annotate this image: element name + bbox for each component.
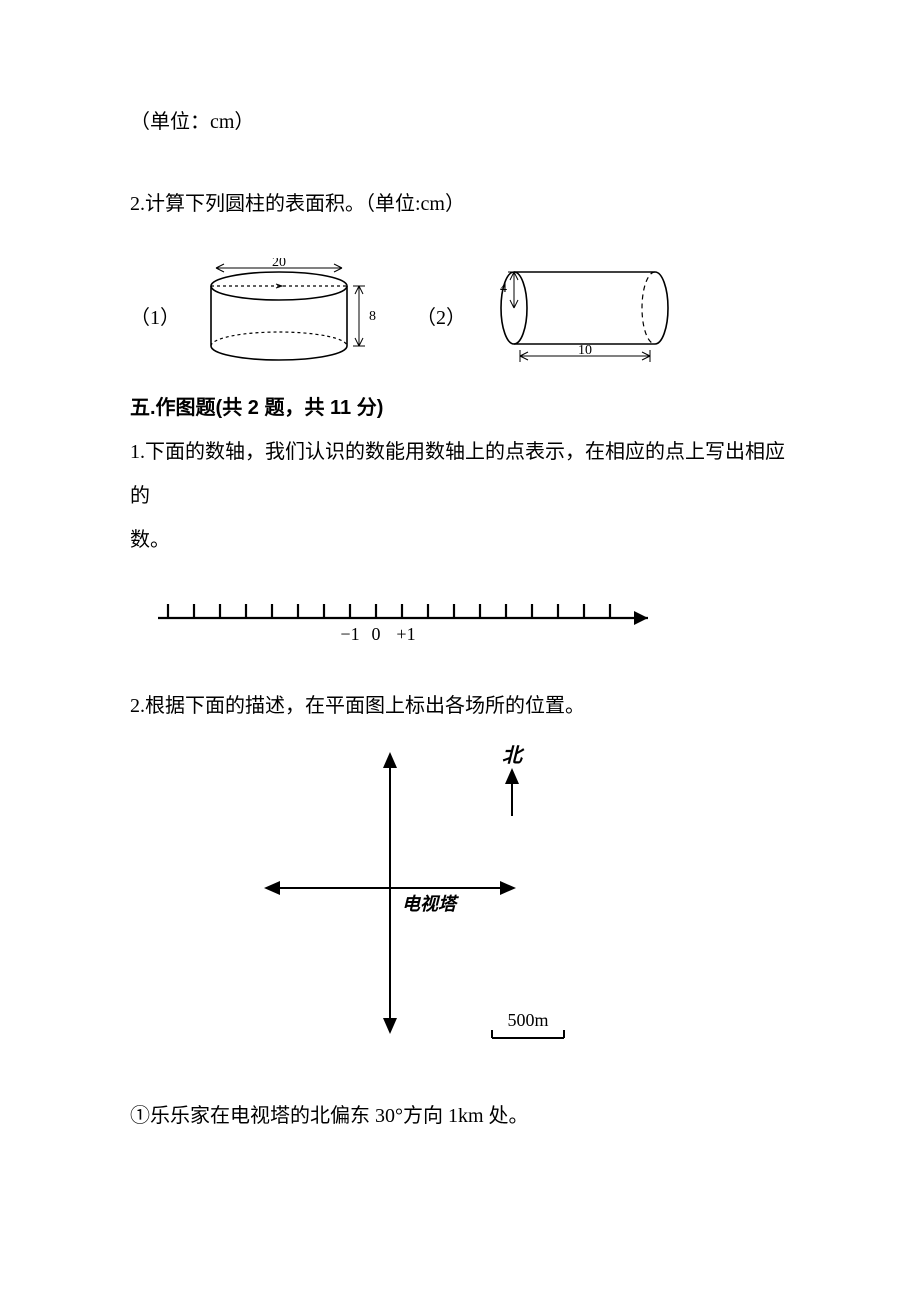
q2-prompt: 2.计算下列圆柱的表面积。（单位:cm）: [130, 182, 800, 226]
c2-length: 10: [578, 343, 592, 358]
c1-height: 8: [369, 309, 376, 324]
q2-c1-label: （1）: [130, 296, 180, 340]
c1-diameter: 20: [272, 258, 286, 270]
nl-neg1: −1: [340, 624, 359, 644]
s5q2-prompt: 2.根据下面的描述，在平面图上标出各场所的位置。: [130, 684, 800, 728]
nl-zero: 0: [372, 624, 381, 644]
cylinder-1-figure: 20 8: [194, 258, 384, 368]
map-center: 电视塔: [402, 894, 459, 914]
map-north: 北: [502, 745, 525, 767]
q2-c2-label: （2）: [416, 296, 466, 340]
nl-pos1: +1: [396, 624, 415, 644]
section5-heading: 五.作图题(共 2 题，共 11 分): [130, 386, 800, 430]
cylinder-2-figure: 4 10: [480, 248, 680, 368]
map-figure: 电视塔 北 500m: [210, 738, 800, 1068]
map-scale-label: 500m: [507, 1010, 548, 1030]
s5q2-item1: ①乐乐家在电视塔的北偏东 30°方向 1km 处。: [130, 1094, 800, 1138]
number-line-figure: −1 0 +1: [148, 584, 800, 654]
unit-note: （单位：cm）: [130, 100, 800, 144]
c2-radius: 4: [500, 281, 507, 296]
s5q1-prompt-a: 1.下面的数轴，我们认识的数能用数轴上的点表示，在相应的点上写出相应的: [130, 430, 800, 518]
q2-figures: （1） 20 8 （2）: [130, 248, 800, 368]
s5q1-prompt-b: 数。: [130, 518, 800, 562]
